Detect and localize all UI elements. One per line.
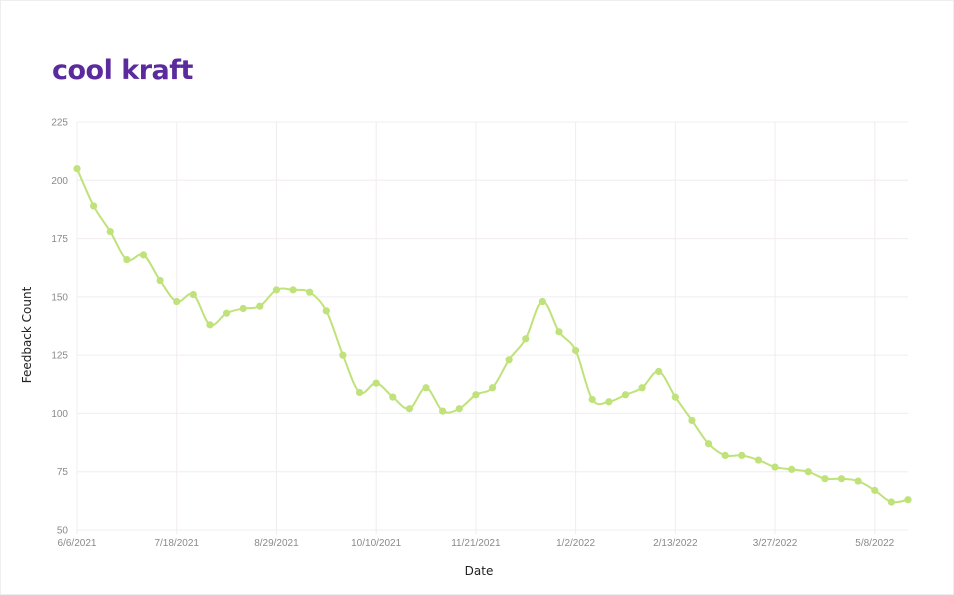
y-tick-label: 150	[51, 292, 68, 303]
x-tick-label: 11/21/2021	[451, 538, 501, 549]
data-point[interactable]	[173, 297, 181, 306]
data-point[interactable]	[488, 384, 497, 392]
x-tick-label: 1/2/2022	[556, 538, 595, 549]
data-point[interactable]	[904, 496, 912, 504]
series-points	[73, 165, 912, 506]
y-tick-label: 75	[57, 467, 69, 478]
data-point[interactable]	[738, 451, 746, 459]
y-tick-label: 200	[51, 176, 68, 187]
data-point[interactable]	[688, 416, 696, 425]
data-point[interactable]	[588, 395, 596, 404]
data-point[interactable]	[222, 309, 231, 317]
data-point[interactable]	[605, 398, 613, 406]
chart-grid	[76, 121, 908, 534]
data-point[interactable]	[372, 379, 380, 387]
data-point[interactable]	[289, 286, 297, 294]
y-tick-label: 50	[57, 526, 69, 537]
y-tick-label: 100	[51, 409, 68, 420]
data-point[interactable]	[206, 321, 214, 329]
data-point[interactable]	[837, 475, 846, 483]
data-point[interactable]	[538, 297, 546, 306]
x-tick-label: 7/18/2021	[154, 538, 199, 549]
data-point[interactable]	[90, 202, 98, 210]
data-point[interactable]	[638, 384, 646, 392]
y-tick-label: 225	[51, 118, 68, 129]
data-point[interactable]	[139, 251, 148, 259]
x-tick-label: 8/29/2021	[254, 538, 299, 549]
x-axis-title: Date	[465, 564, 494, 578]
data-point[interactable]	[621, 391, 630, 399]
x-tick-label: 2/13/2022	[653, 538, 698, 549]
data-point[interactable]	[671, 393, 679, 401]
data-point[interactable]	[256, 302, 264, 310]
data-point[interactable]	[887, 498, 895, 506]
data-point[interactable]	[156, 276, 164, 285]
data-point[interactable]	[189, 290, 197, 299]
data-point[interactable]	[472, 391, 480, 399]
data-point[interactable]	[405, 405, 413, 413]
data-point[interactable]	[505, 356, 513, 364]
data-point[interactable]	[106, 227, 114, 236]
data-point[interactable]	[871, 486, 879, 494]
data-point[interactable]	[555, 328, 563, 336]
data-point[interactable]	[771, 463, 779, 471]
data-point[interactable]	[854, 477, 862, 485]
data-point[interactable]	[239, 304, 247, 313]
x-tick-label: 6/6/2021	[58, 538, 97, 549]
x-tick-label: 10/10/2021	[351, 538, 401, 549]
data-point[interactable]	[821, 475, 829, 483]
data-point[interactable]	[704, 440, 713, 448]
data-point[interactable]	[522, 335, 530, 343]
brand-title: cool kraft	[52, 55, 193, 86]
y-axis-ticks: 50 75 100 125 150 175 200 225	[51, 118, 68, 537]
data-point[interactable]	[572, 346, 580, 355]
data-point[interactable]	[339, 351, 347, 359]
data-point[interactable]	[389, 393, 397, 401]
data-point[interactable]	[721, 451, 729, 459]
data-point[interactable]	[355, 388, 364, 397]
y-tick-label: 125	[51, 351, 68, 362]
data-point[interactable]	[655, 367, 663, 376]
x-axis-ticks: 6/6/2021 7/18/2021 8/29/2021 10/10/2021 11/2…	[58, 538, 895, 549]
data-point[interactable]	[804, 468, 812, 476]
series-line	[76, 168, 909, 504]
data-point[interactable]	[123, 255, 131, 264]
x-tick-label: 3/27/2022	[753, 538, 798, 549]
y-axis-title: Feedback Count	[20, 286, 34, 383]
data-point[interactable]	[272, 286, 281, 294]
data-point[interactable]	[455, 405, 463, 413]
data-point[interactable]	[754, 456, 763, 464]
y-tick-label: 175	[51, 234, 68, 245]
data-point[interactable]	[322, 307, 330, 315]
data-point[interactable]	[306, 288, 314, 296]
x-tick-label: 5/8/2022	[855, 538, 894, 549]
data-point[interactable]	[73, 165, 81, 173]
data-point[interactable]	[422, 384, 430, 392]
data-point[interactable]	[788, 465, 796, 473]
data-point[interactable]	[439, 407, 447, 415]
